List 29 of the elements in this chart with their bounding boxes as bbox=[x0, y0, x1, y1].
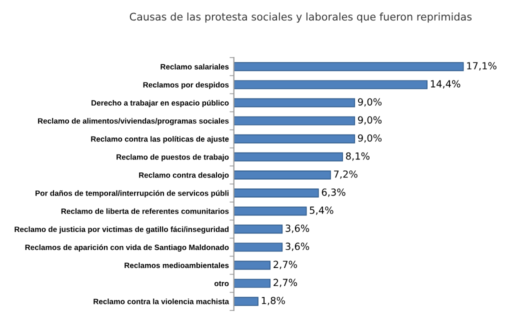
bar bbox=[234, 278, 271, 288]
data-label: 9,0% bbox=[358, 134, 382, 143]
data-label: 2,7% bbox=[274, 260, 298, 270]
data-label: 9,0% bbox=[358, 116, 382, 125]
data-label: 3,6% bbox=[286, 242, 310, 252]
bar bbox=[234, 80, 428, 90]
data-label: 8,1% bbox=[346, 152, 370, 161]
bar bbox=[234, 224, 283, 234]
data-label: 6,3% bbox=[322, 188, 346, 197]
data-label: 5,4% bbox=[310, 206, 334, 215]
bar bbox=[234, 206, 307, 216]
bar bbox=[234, 116, 356, 126]
chart-title: Causas de las protesta sociales y laborales que fueron reprimidas bbox=[130, 12, 472, 23]
data-label: 17,1% bbox=[467, 62, 496, 70]
bar bbox=[234, 242, 283, 252]
data-label: 14,4% bbox=[430, 80, 460, 88]
bar bbox=[234, 134, 356, 144]
bar bbox=[234, 188, 319, 198]
bar bbox=[234, 152, 343, 162]
data-label: 9,0% bbox=[358, 98, 382, 107]
bar bbox=[234, 62, 464, 72]
bar bbox=[234, 170, 331, 180]
data-label: 1,8% bbox=[262, 296, 285, 306]
data-label: 3,6% bbox=[286, 224, 310, 233]
data-label: 7,2% bbox=[334, 170, 358, 179]
bar bbox=[234, 98, 356, 108]
bar bbox=[234, 296, 258, 306]
data-label: 2,7% bbox=[274, 278, 298, 288]
bar bbox=[234, 260, 271, 270]
